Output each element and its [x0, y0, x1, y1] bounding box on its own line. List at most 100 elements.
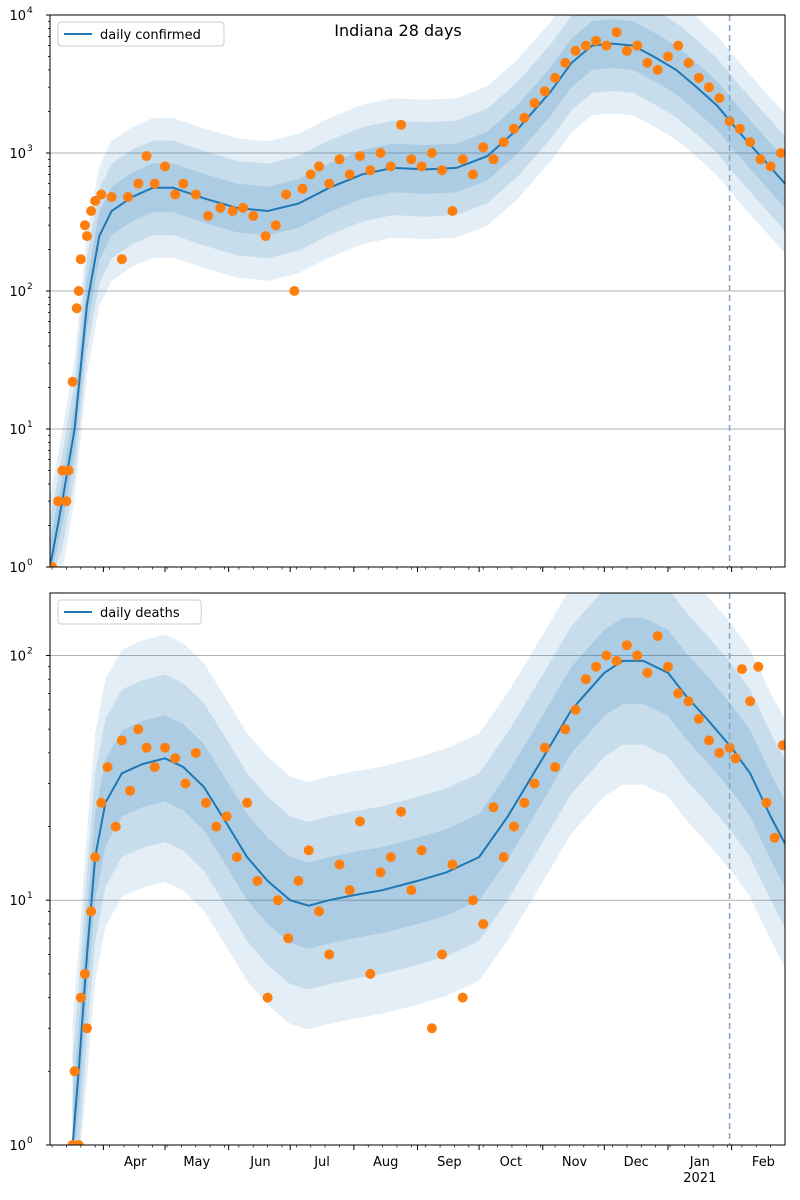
data-point	[426, 148, 437, 158]
legend-label: daily confirmed	[100, 28, 201, 43]
chart-title: Indiana 28 days	[334, 21, 462, 40]
data-point	[344, 169, 355, 180]
data-point	[714, 93, 725, 104]
data-point	[745, 137, 756, 148]
data-point	[123, 192, 133, 202]
data-point	[714, 747, 725, 758]
data-point	[82, 1023, 92, 1034]
y-tick-exponent: 0	[27, 558, 33, 568]
data-point	[160, 161, 170, 172]
data-point	[652, 64, 663, 75]
data-point	[509, 821, 519, 832]
data-point	[324, 949, 335, 960]
data-point	[334, 859, 345, 870]
data-point	[385, 161, 396, 172]
legend: daily confirmed	[57, 21, 225, 47]
data-point	[673, 688, 684, 699]
data-point	[693, 72, 704, 83]
x-tick-label: Oct	[500, 1155, 522, 1170]
data-point	[133, 724, 144, 735]
data-point	[324, 178, 335, 189]
data-point	[488, 802, 499, 813]
data-point	[467, 895, 478, 906]
x-tick-label: Jan	[689, 1155, 710, 1170]
uncertainty-band	[72, 593, 785, 1145]
uncertainty-band	[50, 15, 785, 567]
data-point	[61, 496, 72, 507]
data-point	[90, 195, 101, 206]
data-point	[580, 674, 591, 685]
uncertainty-band	[50, 15, 785, 567]
x-tick-label: Aug	[373, 1155, 398, 1170]
y-tick-label: 10	[9, 561, 26, 576]
y-tick-label: 10	[9, 285, 26, 300]
data-point	[704, 735, 714, 746]
y-tick-exponent: 2	[27, 282, 33, 292]
data-point	[611, 655, 622, 666]
y-tick-label: 10	[9, 649, 26, 664]
data-point	[591, 35, 602, 46]
data-point	[777, 740, 785, 751]
data-point	[71, 303, 82, 314]
data-point	[262, 992, 273, 1003]
data-point	[314, 906, 324, 917]
data-point	[344, 885, 355, 896]
data-point	[50, 562, 58, 567]
data-point	[365, 165, 376, 176]
data-point	[447, 206, 458, 216]
data-point	[63, 465, 74, 476]
data-point	[406, 154, 417, 165]
data-point	[632, 650, 643, 661]
data-point	[539, 742, 550, 753]
data-point	[560, 57, 571, 68]
uncertainty-band	[72, 593, 785, 1145]
x-tick-label: Dec	[624, 1155, 649, 1170]
data-point	[580, 40, 591, 51]
data-point	[769, 832, 780, 843]
data-point	[73, 286, 84, 296]
data-point	[170, 189, 181, 200]
data-point	[416, 845, 427, 856]
data-point	[141, 742, 152, 753]
data-point	[663, 51, 673, 62]
data-point	[231, 852, 242, 863]
data-point	[90, 852, 101, 863]
data-point	[560, 724, 571, 735]
data-point	[96, 797, 107, 808]
data-point	[519, 797, 530, 808]
data-point	[116, 254, 127, 265]
data-point	[116, 735, 127, 746]
data-point	[96, 189, 107, 200]
y-tick-exponent: 2	[27, 646, 33, 656]
data-point	[601, 650, 612, 661]
data-point	[753, 661, 764, 672]
data-point	[663, 661, 673, 672]
data-point	[550, 762, 561, 773]
data-point	[673, 40, 684, 51]
data-point	[86, 906, 97, 917]
data-point	[478, 919, 489, 929]
data-point	[238, 202, 248, 213]
data-point	[281, 189, 292, 200]
data-point	[221, 811, 232, 822]
data-point	[82, 231, 92, 242]
data-point	[215, 202, 226, 213]
data-point	[529, 98, 540, 109]
data-point	[365, 968, 376, 979]
data-point	[642, 667, 653, 678]
x-tick-label: May	[183, 1155, 210, 1170]
data-point	[775, 148, 785, 158]
data-point	[406, 885, 417, 896]
data-point	[149, 762, 160, 773]
data-point	[375, 148, 386, 158]
data-point	[734, 123, 745, 134]
data-point	[736, 664, 747, 675]
data-point	[385, 852, 396, 863]
data-point	[248, 210, 259, 221]
y-tick-label: 10	[9, 9, 26, 24]
data-point	[86, 206, 97, 216]
x-tick-label: Jun	[249, 1155, 270, 1170]
